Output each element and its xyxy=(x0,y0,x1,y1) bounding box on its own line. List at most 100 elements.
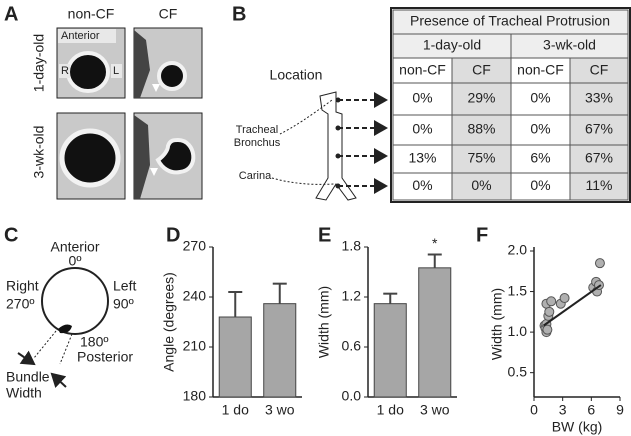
table: Presence of Tracheal Protrusion 1-day-old… xyxy=(390,7,631,203)
cell xyxy=(451,172,512,201)
point xyxy=(594,258,605,269)
table-title: Presence of Tracheal Protrusion xyxy=(410,13,610,29)
arrowhead xyxy=(152,84,160,92)
point xyxy=(559,293,570,304)
column-header: CF xyxy=(472,62,491,78)
panel-b: Location Tracheal Bronchus Carina Presen… xyxy=(234,7,631,203)
angle-label: 90º xyxy=(113,296,134,312)
y-tick-label: 2.0 xyxy=(508,242,528,258)
table-frame xyxy=(390,7,631,203)
point xyxy=(544,306,555,317)
bar xyxy=(418,267,452,398)
cell-text: 88% xyxy=(467,121,495,137)
header-cell xyxy=(451,57,512,84)
leader xyxy=(271,177,335,185)
cell-text: 13% xyxy=(408,150,436,166)
panel-c: Anterior 0º Right 270º Left 90º 180º Pos… xyxy=(6,239,136,401)
group-header: 1-day-old xyxy=(423,37,481,53)
x-tick-label: 3 xyxy=(559,402,567,418)
trachea-diagram xyxy=(315,91,357,201)
panel-label: A xyxy=(4,3,18,25)
annotation: Anterior xyxy=(61,30,100,42)
panel-label: E xyxy=(318,224,331,246)
bar xyxy=(263,303,297,398)
cell-text: 0% xyxy=(530,177,550,193)
cell-text: 0% xyxy=(412,177,432,193)
bar xyxy=(373,303,407,398)
header-cell xyxy=(510,57,571,84)
y-tick-label: 1.8 xyxy=(342,238,362,254)
row-label: 3-wk-old xyxy=(31,126,47,179)
y-tick-label: 180 xyxy=(183,388,207,404)
angle-label: Anterior xyxy=(50,239,99,255)
y-tick-label: 1.2 xyxy=(342,288,362,304)
cell-text: 0% xyxy=(412,90,432,106)
cell-text: 75% xyxy=(467,150,495,166)
circle xyxy=(41,267,109,335)
angle-label: 0º xyxy=(69,253,82,269)
bundle xyxy=(58,324,72,334)
y-axis-label: Width (mm) xyxy=(316,286,332,358)
location-label: Bronchus xyxy=(234,137,281,149)
x-axis-label: BW (kg) xyxy=(552,419,603,435)
trachea xyxy=(155,137,196,175)
bar xyxy=(218,316,252,398)
x-tick-label: 1 do xyxy=(377,402,404,418)
header-cell xyxy=(392,9,629,35)
angle-label: 270º xyxy=(6,296,34,312)
x-tick-label: 3 wo xyxy=(420,402,450,418)
cell-text: 29% xyxy=(467,90,495,106)
y-tick-label: 270 xyxy=(183,238,207,254)
cell xyxy=(392,172,453,201)
angle-label: Left xyxy=(113,278,136,294)
cell-text: 67% xyxy=(585,150,613,166)
cell-text: 67% xyxy=(585,121,613,137)
group-header: 3-wk-old xyxy=(543,37,596,53)
column-label: CF xyxy=(159,6,178,22)
cell-text: 0% xyxy=(530,90,550,106)
header-cell xyxy=(569,57,629,84)
column-header: non-CF xyxy=(517,62,564,78)
cell xyxy=(510,172,571,201)
location-title: Location xyxy=(270,67,323,83)
cell xyxy=(392,114,453,146)
panel-labels: A B C D E F xyxy=(4,3,488,246)
y-tick-label: 0.5 xyxy=(508,363,528,379)
trachea xyxy=(66,51,110,93)
cell-text: 33% xyxy=(585,90,613,106)
annotation: R xyxy=(61,65,69,77)
cell xyxy=(392,144,453,174)
cell-text: 6% xyxy=(530,150,550,166)
cell xyxy=(451,114,512,146)
cell-text: 0% xyxy=(471,177,491,193)
column-header: non-CF xyxy=(399,62,446,78)
angle-label: Right xyxy=(6,278,39,294)
trachea xyxy=(59,128,121,188)
charts: 180 210 240 270 Angle (degrees) 1 do 3 wo 0.0 0.… xyxy=(161,235,624,435)
location-arrows xyxy=(338,92,388,194)
panel-a: non-CF CF 1-day-old 3-wk-old Anterior R … xyxy=(31,6,203,200)
point xyxy=(542,324,553,335)
row-label: 1-day-old xyxy=(31,34,47,92)
label-bg xyxy=(111,64,122,78)
point xyxy=(546,296,557,307)
y-tick-label: 0.0 xyxy=(342,388,362,404)
label-bg xyxy=(58,29,116,43)
x-tick-label: 9 xyxy=(616,402,624,418)
tissue xyxy=(134,115,150,199)
panel-label: D xyxy=(166,224,180,246)
cell-text: 11% xyxy=(586,177,613,193)
x-tick-label: 1 do xyxy=(222,402,249,418)
cell xyxy=(451,144,512,174)
leader xyxy=(279,99,333,135)
y-tick-label: 1.0 xyxy=(508,323,528,339)
y-tick-label: 210 xyxy=(183,338,207,354)
arrowhead xyxy=(150,168,158,176)
header-cell xyxy=(392,33,512,59)
location-label: Tracheal xyxy=(236,124,278,136)
panel-label: C xyxy=(4,224,18,246)
column-header: CF xyxy=(590,62,609,78)
x-tick-label: 3 wo xyxy=(265,402,295,418)
location-label: Carina xyxy=(239,170,272,182)
